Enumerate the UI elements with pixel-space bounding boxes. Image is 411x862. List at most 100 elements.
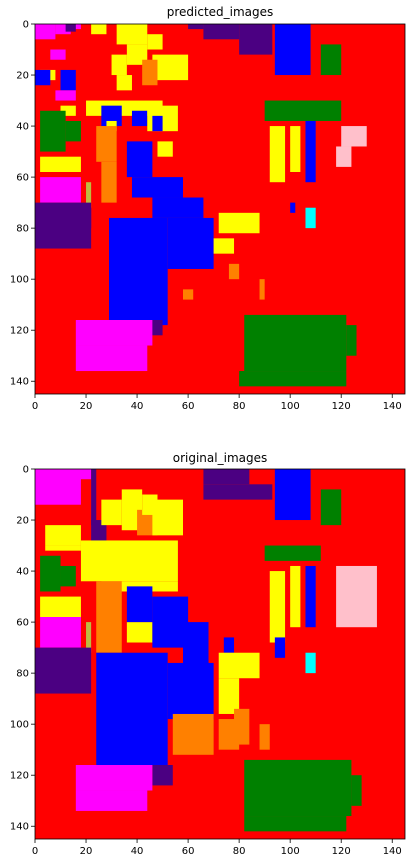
heatmap-region [91, 520, 107, 546]
heatmap-region [75, 345, 148, 372]
heatmap-region [346, 325, 357, 356]
heatmap-region [86, 622, 92, 653]
heatmap-region [183, 622, 209, 669]
heatmap-region [305, 120, 316, 183]
heatmap-region [116, 75, 132, 91]
heatmap-region [40, 596, 81, 617]
heatmap-region [126, 586, 153, 623]
heatmap-region [147, 105, 178, 132]
heatmap-region [126, 622, 153, 643]
heatmap-region [40, 177, 81, 203]
heatmap-region [274, 469, 311, 521]
heatmap-region [264, 100, 342, 121]
heatmap-region [218, 678, 240, 714]
x-tick-label: 140 [383, 846, 402, 857]
y-tick-label: 100 [10, 720, 29, 731]
heatmap-region [234, 708, 250, 745]
y-tick-label: 100 [10, 275, 29, 286]
heatmap-region [203, 484, 273, 500]
heatmap-region [35, 469, 92, 480]
plot-frame [34, 468, 406, 840]
y-tick-label: 140 [10, 377, 29, 388]
x-tick-label: 0 [32, 846, 38, 857]
heatmap-region [55, 90, 76, 101]
heatmap-region [152, 54, 189, 81]
heatmap-region [65, 24, 76, 32]
heatmap-region [264, 545, 321, 561]
x-tick-label: 80 [233, 846, 246, 857]
heatmap-region [259, 724, 270, 750]
heatmap-region [152, 115, 163, 132]
x-tick-label: 100 [281, 846, 300, 857]
x-tick-label: 100 [281, 401, 300, 412]
heatmap-region [239, 24, 273, 55]
heatmap-region [86, 182, 92, 208]
heatmap-region [55, 24, 71, 35]
x-tick-label: 120 [332, 846, 351, 857]
y-tick-label: 60 [16, 173, 29, 184]
y-tick-label: 80 [16, 669, 29, 680]
heatmap-region [172, 713, 214, 755]
heatmap-region [274, 24, 311, 76]
heatmap-region [320, 44, 342, 76]
heatmap-region [244, 759, 352, 817]
heatmap-region [147, 34, 163, 50]
heatmap-region [305, 652, 316, 674]
heatmap-region [116, 24, 148, 45]
heatmap-region [111, 54, 127, 76]
x-tick-label: 60 [182, 846, 195, 857]
heatmap-region [152, 596, 189, 648]
heatmap-region [75, 790, 148, 811]
y-tick-label: 80 [16, 224, 29, 235]
heatmap-region [152, 499, 183, 536]
heatmap-region [203, 469, 250, 485]
y-tick-label: 20 [16, 516, 29, 527]
heatmap-region [152, 765, 173, 786]
heatmap-region [269, 126, 286, 183]
x-tick-label: 40 [131, 401, 144, 412]
panel-title: predicted_images [167, 5, 274, 19]
y-tick-label: 120 [10, 771, 29, 782]
heatmap-region [126, 141, 153, 178]
original-images-panel: original_images 0 20 40 60 80 100 120 140 0 20 40 6… [10, 451, 406, 857]
heatmap-region [40, 617, 81, 648]
heatmap-region [274, 637, 286, 658]
heatmap-region [152, 197, 204, 218]
x-tick-label: 20 [80, 401, 93, 412]
heatmap-region [65, 120, 81, 142]
heatmap-region [305, 565, 316, 628]
panel-title: original_images [173, 451, 267, 465]
heatmap-region [244, 816, 347, 832]
heatmap-region [188, 24, 204, 30]
heatmap-region [290, 565, 301, 628]
x-tick-label: 120 [332, 401, 351, 412]
x-tick-label: 80 [233, 401, 246, 412]
heatmap-region [228, 263, 240, 280]
heatmap-region [244, 314, 347, 372]
heatmap-region [290, 126, 301, 172]
heatmap-region [336, 565, 377, 628]
heatmap-region [213, 238, 235, 254]
heatmap-region [60, 105, 76, 116]
heatmap-region [50, 49, 66, 60]
heatmap-region [351, 775, 362, 806]
heatmap-region [109, 217, 168, 326]
heatmap-region [40, 156, 81, 172]
y-tick-label: 0 [23, 465, 29, 476]
heatmap-region [218, 212, 260, 234]
x-tick-label: 20 [80, 846, 93, 857]
heatmap-region [35, 24, 56, 40]
heatmap-region [60, 565, 76, 587]
heatmap-region [101, 161, 117, 203]
x-tick-label: 0 [32, 401, 38, 412]
heatmap-region [131, 110, 148, 127]
heatmap-region [60, 69, 76, 91]
heatmap-region [336, 146, 352, 167]
y-tick-label: 60 [16, 618, 29, 629]
heatmap-region [96, 581, 122, 653]
heatmap-region [35, 69, 51, 86]
heatmap-region [75, 320, 153, 346]
heatmap-region [223, 637, 235, 653]
heatmap-region [35, 647, 92, 694]
